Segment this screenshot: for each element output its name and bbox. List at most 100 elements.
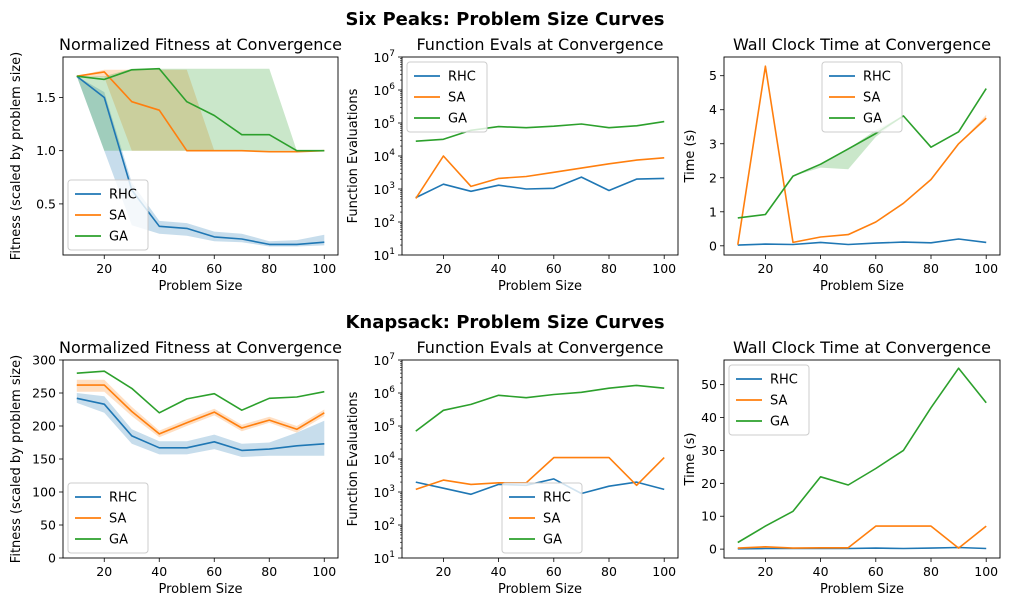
x-tick-label: 20 (757, 261, 773, 276)
y-tick-label: 107 (373, 352, 395, 368)
axes-frame (723, 359, 1001, 559)
y-tick-label: 4 (709, 102, 717, 117)
legend-label-rhc: RHC (543, 491, 571, 506)
y-tick-label: 103 (373, 181, 395, 197)
legend-label-rhc: RHC (448, 70, 476, 85)
legend-label-ga: GA (448, 112, 467, 127)
legend-label-ga: GA (109, 533, 128, 548)
y-tick-label: 106 (373, 82, 395, 98)
y-tick-label: 102 (373, 517, 395, 533)
x-tick-label: 100 (312, 564, 336, 579)
y-tick-label: 50 (701, 377, 717, 392)
x-tick-label: 20 (96, 261, 112, 276)
legend-label-rhc: RHC (863, 70, 891, 85)
x-tick-label: 60 (868, 261, 884, 276)
y-tick-label: 0 (48, 551, 56, 566)
x-tick-label: 40 (813, 261, 829, 276)
x-axis-label: Problem Size (498, 279, 582, 294)
legend-label-ga: GA (543, 533, 562, 548)
legend-box (406, 61, 488, 133)
x-tick-label: 100 (974, 261, 998, 276)
legend-label-sa: SA (770, 394, 787, 409)
x-axis-label: Problem Size (159, 582, 243, 597)
y-tick-label: 300 (32, 353, 56, 368)
legend-box (821, 61, 903, 133)
x-tick-label: 40 (151, 261, 167, 276)
y-axis-label: Function Evaluations (346, 88, 361, 223)
series-line-ga (737, 367, 987, 544)
legend: RHC SA GA (67, 482, 149, 554)
x-tick-label: 40 (813, 564, 829, 579)
series-line-rhc (415, 478, 665, 496)
legend-label-sa: SA (863, 91, 880, 106)
series-line-sa (737, 65, 987, 245)
series-line-ga (415, 384, 665, 432)
y-tick-label: 50 (40, 518, 56, 533)
y-tick-label: 1 (709, 204, 717, 219)
x-tick-label: 20 (435, 261, 451, 276)
y-axis-label: Fitness (scaled by problem size) (9, 52, 24, 260)
legend: RHC SA GA (821, 61, 903, 133)
series-line-sa (76, 71, 325, 153)
legend-box (728, 364, 810, 436)
chart-panel-5: 20 40 60 80 100 101 102 103 104 105 106 107 Function… (346, 338, 679, 597)
series-line-sa (415, 155, 665, 199)
x-tick-label: 20 (757, 564, 773, 579)
y-tick-label: 0.5 (36, 196, 56, 211)
y-tick-label: 40 (701, 410, 717, 425)
x-tick-label: 60 (546, 564, 562, 579)
x-tick-label: 80 (261, 261, 277, 276)
legend-label-rhc: RHC (109, 491, 137, 506)
y-tick-label: 0 (709, 238, 717, 253)
series-line-sa (76, 384, 325, 435)
legend-box (501, 482, 583, 554)
legend: RHC SA GA (406, 61, 488, 133)
y-tick-label: 100 (32, 485, 56, 500)
y-tick-label: 5 (709, 68, 717, 83)
y-tick-label: 1.0 (36, 143, 56, 158)
y-tick-label: 106 (373, 385, 395, 401)
x-tick-label: 100 (652, 564, 676, 579)
chart-title: Wall Clock Time at Convergence (733, 35, 991, 54)
y-tick-label: 105 (373, 418, 395, 434)
y-tick-label: 104 (373, 451, 395, 467)
chart-panel-3: 20 40 60 80 100 0 1 2 3 4 5 Wall Clock Time at Conv… (683, 35, 1001, 294)
y-tick-label: 250 (32, 386, 56, 401)
series-line-rhc (76, 75, 325, 246)
x-axis-label: Problem Size (498, 582, 582, 597)
x-tick-label: 100 (974, 564, 998, 579)
y-axis-label: Time (s) (683, 433, 698, 487)
y-tick-label: 150 (32, 452, 56, 467)
axes-frame (723, 56, 1001, 256)
legend-label-rhc: RHC (770, 373, 798, 388)
chart-panel-4: 20 40 60 80 100 0 50 100 150 200 250 300Normalized … (9, 338, 342, 597)
row-title-knapsack: Knapsack: Problem Size Curves (345, 312, 664, 333)
series-line-ga (76, 67, 325, 152)
series-line-sa (737, 525, 987, 549)
x-axis-label: Problem Size (820, 582, 904, 597)
chart-panel-6: 20 40 60 80 100 0 10 20 30 40 50 Wall Clock Time at… (683, 338, 1001, 597)
x-tick-label: 80 (923, 261, 939, 276)
y-tick-label: 102 (373, 214, 395, 230)
legend-label-sa: SA (109, 512, 126, 527)
band-ga (76, 68, 325, 151)
y-tick-label: 200 (32, 419, 56, 434)
x-tick-label: 60 (546, 261, 562, 276)
x-tick-label: 100 (652, 261, 676, 276)
y-tick-label: 105 (373, 115, 395, 131)
x-tick-label: 60 (206, 564, 222, 579)
chart-title: Function Evals at Convergence (416, 35, 663, 54)
series-line-rhc (737, 546, 987, 550)
chart-panel-1: 20 40 60 80 100 0.5 1.0 1.5 Normalized Fitness a… (9, 35, 342, 294)
x-tick-label: 60 (868, 564, 884, 579)
legend-label-sa: SA (543, 512, 560, 527)
band-sa (76, 69, 325, 152)
series-line-rhc (76, 397, 325, 452)
y-tick-label: 30 (701, 443, 717, 458)
legend-label-sa: SA (109, 209, 126, 224)
y-tick-label: 104 (373, 148, 395, 164)
axes-frame (62, 56, 339, 256)
series-line-ga (737, 88, 987, 219)
x-tick-label: 80 (601, 564, 617, 579)
